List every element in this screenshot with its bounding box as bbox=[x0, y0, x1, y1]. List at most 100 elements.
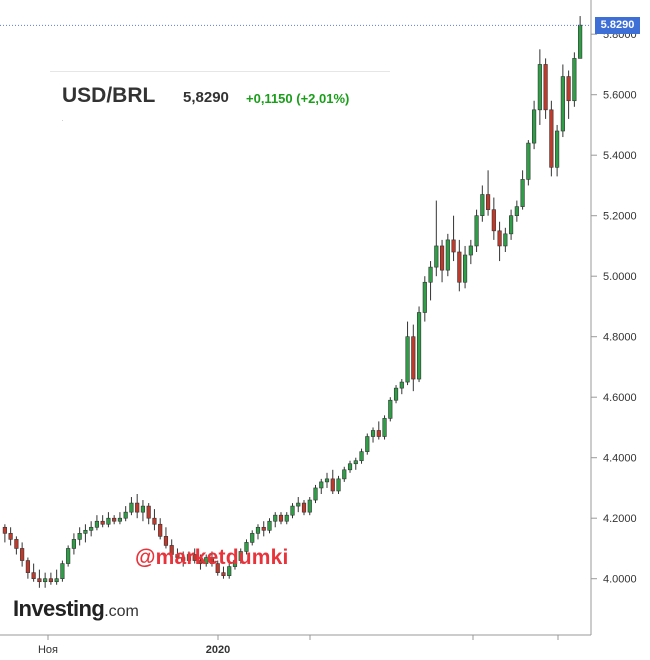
candle-body bbox=[54, 578, 59, 583]
y-tick-label: 4.6000 bbox=[603, 392, 637, 404]
candle-body bbox=[468, 245, 473, 256]
candle-body bbox=[140, 505, 146, 513]
candle-body bbox=[290, 505, 295, 516]
y-tick-label: 4.0000 bbox=[603, 574, 637, 586]
candle-body bbox=[439, 245, 445, 271]
candle-body bbox=[566, 76, 571, 102]
x-axis-ticks: Ноя 2020 bbox=[38, 635, 559, 656]
price-change: +0,1150 (+2,01%) bbox=[246, 91, 350, 106]
candle-body bbox=[445, 239, 450, 271]
info-marker bbox=[62, 120, 63, 121]
candle-body bbox=[117, 517, 123, 522]
candle-body bbox=[319, 481, 324, 489]
candle-body bbox=[89, 526, 94, 531]
candle-body bbox=[532, 109, 537, 144]
candle-body bbox=[284, 514, 289, 522]
candle-body bbox=[347, 463, 353, 471]
candle-body bbox=[204, 557, 209, 564]
candle-body bbox=[261, 526, 266, 531]
candle-body bbox=[416, 312, 422, 380]
candle-body bbox=[244, 542, 249, 552]
y-tick-label: 4.2000 bbox=[603, 513, 637, 525]
y-tick-label: 5.2000 bbox=[603, 211, 637, 223]
pair-symbol: USD/BRL bbox=[62, 84, 156, 107]
y-tick-label: 4.4000 bbox=[603, 453, 637, 465]
candle-body bbox=[60, 563, 65, 580]
candle-body bbox=[376, 430, 381, 437]
candle-body bbox=[83, 529, 88, 534]
candle-body bbox=[77, 533, 82, 540]
y-axis-ticks: 4.0000 4.2000 4.4000 4.6000 4.8000 5.0000 5.20… bbox=[591, 29, 637, 586]
candle-body bbox=[232, 560, 238, 567]
candle-body bbox=[66, 548, 71, 564]
candle-body bbox=[37, 578, 42, 583]
candle-body bbox=[462, 254, 468, 283]
candle-body bbox=[250, 533, 255, 543]
candle-body bbox=[152, 517, 157, 525]
candles bbox=[2, 16, 583, 588]
candle-body bbox=[509, 215, 514, 235]
candle-body bbox=[422, 281, 427, 313]
candle-body bbox=[457, 251, 462, 283]
candle-body bbox=[497, 230, 502, 247]
candle-body bbox=[31, 572, 36, 580]
candle-body bbox=[555, 130, 560, 168]
candle-body bbox=[336, 478, 341, 492]
candle-body bbox=[273, 514, 278, 522]
current-price: 5,8290 bbox=[183, 89, 229, 106]
candle-body bbox=[175, 554, 180, 558]
candle-body bbox=[100, 520, 105, 525]
candle-body bbox=[227, 566, 232, 576]
logo-domain-text: .com bbox=[104, 603, 139, 620]
candle-body bbox=[307, 499, 312, 513]
candle-body bbox=[186, 554, 192, 561]
candle-body bbox=[313, 487, 318, 501]
candle-body bbox=[549, 109, 554, 168]
last-price-badge: 5.8290 bbox=[595, 17, 640, 35]
candle-body bbox=[158, 523, 163, 537]
candle-body bbox=[578, 24, 583, 59]
y-tick-label: 5.0000 bbox=[603, 271, 637, 283]
investing-logo: Investing.com bbox=[13, 596, 139, 622]
candle-body bbox=[221, 572, 226, 576]
candle-body bbox=[520, 179, 525, 207]
candle-body bbox=[238, 551, 243, 561]
candle-body bbox=[491, 209, 496, 232]
candle-body bbox=[163, 536, 169, 546]
candle-body bbox=[572, 58, 577, 102]
candle-body bbox=[526, 142, 531, 180]
candle-body bbox=[382, 418, 387, 437]
info-divider bbox=[50, 71, 390, 72]
candle-body bbox=[25, 560, 30, 573]
candle-body bbox=[434, 245, 439, 268]
candle-body bbox=[543, 64, 548, 111]
candle-body bbox=[365, 436, 370, 452]
candle-body bbox=[106, 517, 111, 525]
candle-body bbox=[537, 64, 542, 111]
candle-body bbox=[370, 430, 376, 437]
candle-body bbox=[71, 539, 76, 549]
candle-body bbox=[123, 511, 128, 519]
y-tick-label: 5.4000 bbox=[603, 150, 637, 162]
candle-body bbox=[129, 502, 134, 513]
candle-body bbox=[135, 502, 140, 513]
candle-body bbox=[267, 520, 272, 531]
y-tick-label: 4.8000 bbox=[603, 332, 637, 344]
candle-body bbox=[296, 502, 301, 507]
candle-body bbox=[474, 215, 479, 247]
candle-body bbox=[480, 194, 485, 216]
candle-body bbox=[301, 502, 307, 513]
candle-body bbox=[451, 239, 456, 253]
candle-body bbox=[428, 266, 433, 283]
candle-body bbox=[353, 460, 358, 465]
candle-body bbox=[2, 526, 7, 534]
candle-body bbox=[8, 533, 13, 540]
candle-body bbox=[43, 578, 48, 583]
candle-body bbox=[48, 578, 53, 583]
candle-body bbox=[411, 336, 416, 380]
y-tick-label: 5.6000 bbox=[603, 90, 637, 102]
candle-body bbox=[486, 194, 491, 210]
candle-body bbox=[169, 545, 174, 555]
candle-body bbox=[342, 469, 347, 480]
